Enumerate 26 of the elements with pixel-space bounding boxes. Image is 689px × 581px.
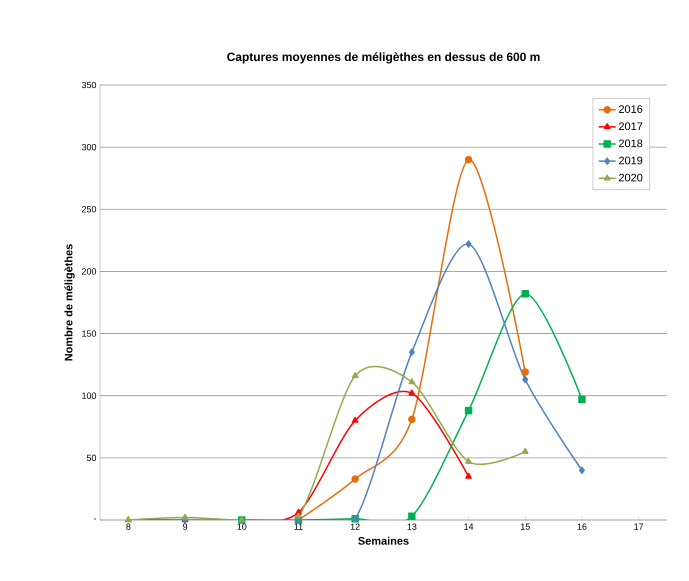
- x-tick-label: 9: [182, 524, 188, 530]
- legend-label: 2016: [618, 105, 642, 113]
- y-tick-label: 200: [82, 268, 96, 275]
- y-tick-label: 150: [82, 330, 96, 337]
- x-tick-label: 14: [464, 524, 474, 530]
- legend-label: 2020: [618, 174, 642, 182]
- x-tick-label: 13: [408, 524, 416, 530]
- y-axis-title: Nombre de méligèthes: [64, 244, 75, 361]
- x-tick-label: 11: [294, 524, 303, 530]
- y-tick-label: 50: [86, 454, 96, 462]
- y-tick-label: -: [94, 518, 96, 520]
- x-tick-label: 16: [578, 524, 587, 530]
- x-tick-label: 8: [126, 524, 130, 530]
- y-tick-label: 250: [82, 206, 96, 212]
- legend-label: 2018: [618, 139, 642, 148]
- x-tick-label: 10: [237, 524, 246, 530]
- x-tick-label: 15: [520, 524, 530, 530]
- y-tick-label: 350: [82, 82, 96, 88]
- x-tick-label: 17: [634, 524, 644, 530]
- x-axis-title: Semaines: [358, 536, 409, 545]
- legend-label: 2017: [618, 122, 642, 130]
- x-tick-label: 12: [350, 524, 360, 530]
- chart-title: Captures moyennes de méligèthes en dessus de 600 m: [227, 52, 540, 64]
- y-tick-label: 300: [82, 144, 96, 150]
- y-tick-label: 100: [82, 392, 96, 399]
- legend-label: 2019: [618, 156, 642, 164]
